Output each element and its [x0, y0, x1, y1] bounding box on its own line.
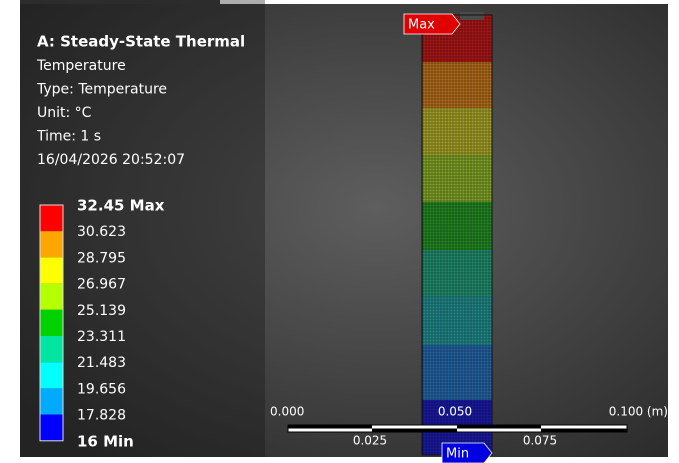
info-line: Unit: °C: [37, 105, 92, 121]
scale-label: 0.000: [270, 405, 304, 419]
max-label: Max: [408, 18, 435, 33]
info-line: Temperature: [36, 58, 126, 74]
model: [422, 12, 492, 455]
legend-label: 28.795: [77, 250, 126, 266]
legend-label: 30.623: [77, 224, 126, 240]
legend-swatch: [40, 231, 63, 257]
legend-swatch: [40, 205, 63, 231]
legend-label: 25.139: [77, 303, 126, 319]
info-line: Time: 1 s: [36, 129, 101, 145]
legend-swatch: [40, 336, 63, 362]
legend-label: 23.311: [77, 329, 126, 345]
legend-label: 17.828: [77, 408, 126, 424]
scale-seg: [372, 429, 457, 433]
legend-swatch: [40, 257, 63, 283]
info-line: Type: Temperature: [36, 82, 167, 98]
scale-seg: [457, 425, 541, 429]
min-label: Min: [446, 447, 469, 462]
scale-label: 0.025: [353, 434, 387, 448]
analysis-title: A: Steady-State Thermal: [37, 33, 245, 51]
info-line: 16/04/2026 20:52:07: [37, 152, 185, 168]
legend-swatch: [40, 284, 63, 310]
legend-label: 19.656: [77, 381, 126, 397]
legend-swatch: [40, 415, 63, 441]
notch: [460, 12, 484, 20]
scale-seg: [288, 425, 372, 429]
viewport: A: Steady-State Thermal Temperature Type:…: [0, 0, 679, 463]
legend-label: 16 Min: [77, 432, 134, 450]
legend-swatch: [40, 388, 63, 414]
legend-label: 26.967: [77, 277, 126, 293]
scale-seg: [541, 429, 627, 433]
scale-label: 0.050: [438, 405, 472, 419]
mesh: [422, 15, 492, 455]
legend-swatch: [40, 310, 63, 336]
legend-swatch: [40, 362, 63, 388]
scale-label: 0.100 (m): [609, 405, 668, 419]
scale-label: 0.075: [523, 434, 557, 448]
legend-label: 21.483: [77, 355, 126, 371]
legend-label: 32.45 Max: [77, 197, 165, 215]
